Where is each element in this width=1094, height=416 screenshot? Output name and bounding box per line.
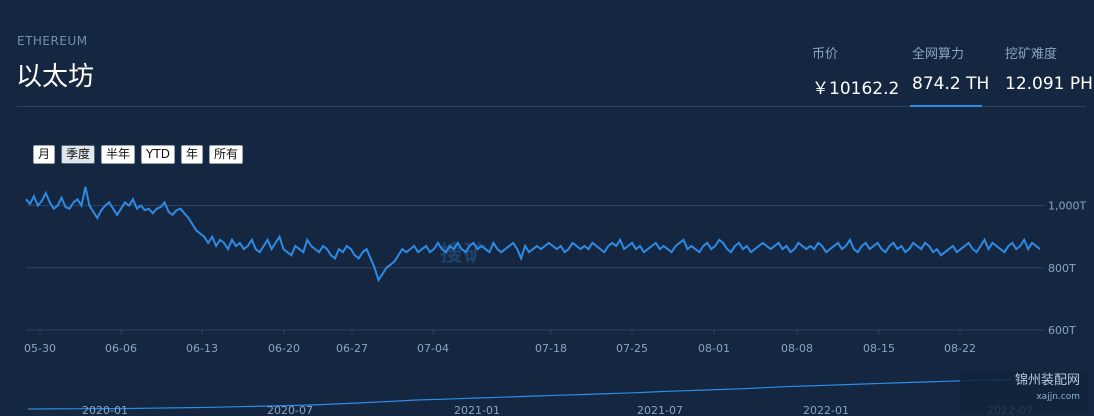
range-year-button[interactable]: 年 — [180, 145, 203, 164]
stat-difficulty[interactable]: 挖矿难度 12.091 PH — [1005, 43, 1093, 94]
hashrate-chart[interactable]: 600T 800T 1,000T 05-30 06-06 06-13 06-20 06-27 0… — [0, 170, 1094, 370]
header-divider — [17, 106, 1086, 107]
x-tick-label: 07-25 — [616, 342, 648, 355]
y-tick-label: 600T — [1048, 324, 1076, 337]
navigator-tick-label: 2020-07 — [267, 404, 313, 416]
navigator-tick-label: 2021-01 — [454, 404, 500, 416]
x-tick-label: 08-08 — [781, 342, 813, 355]
stat-hashrate-label: 全网算力 — [912, 47, 965, 62]
stat-hashrate-value: 874.2 TH — [912, 74, 990, 94]
stat-price-value: ￥10162.2 — [812, 79, 900, 99]
logo-url: xajjn.com — [1036, 392, 1080, 402]
range-all-button[interactable]: 所有 — [208, 145, 243, 164]
watermark: 搜矿 — [440, 242, 489, 267]
navigator-chart[interactable]: 2020-012020-072021-012021-072022-012022-… — [0, 370, 1094, 416]
series-line — [25, 186, 1041, 283]
y-tick-label: 1,000T — [1048, 200, 1086, 213]
site-logo: 锦州装配网 xajjn.com — [960, 372, 1088, 414]
range-month-button[interactable]: 月 — [33, 145, 56, 164]
stat-price[interactable]: 币价 ￥10162.2 — [812, 43, 899, 99]
range-selector: 月 季度 半年 YTD 年 所有 — [33, 145, 243, 164]
stat-price-label: 币价 — [812, 47, 839, 62]
x-tick-label: 06-06 — [105, 342, 137, 355]
x-tick-label: 06-13 — [186, 342, 218, 355]
x-tick-label: 06-27 — [336, 342, 368, 355]
navigator-line — [27, 379, 1011, 410]
navigator-tick-label: 2020-01 — [82, 404, 128, 416]
range-halfyear-button[interactable]: 半年 — [101, 145, 136, 164]
active-stat-indicator — [910, 105, 982, 107]
x-tick-label: 05-30 — [24, 342, 56, 355]
stat-difficulty-value: 12.091 PH — [1005, 74, 1093, 94]
navigator-tick-label: 2022-01 — [803, 404, 849, 416]
coin-name: 以太坊 — [16, 62, 95, 92]
range-quarter-button[interactable]: 季度 — [61, 145, 96, 164]
navigator-tick-label: 2021-07 — [637, 404, 683, 416]
x-tick-label: 07-18 — [535, 342, 567, 355]
range-ytd-button[interactable]: YTD — [141, 145, 175, 164]
coin-symbol: ETHEREUM — [17, 34, 88, 48]
logo-name: 锦州装配网 — [1014, 373, 1080, 388]
stat-hashrate[interactable]: 全网算力 874.2 TH — [912, 43, 989, 94]
x-tick-label: 08-22 — [944, 342, 976, 355]
x-tick-label: 08-15 — [863, 342, 895, 355]
x-tick-label: 06-20 — [268, 342, 300, 355]
stat-difficulty-label: 挖矿难度 — [1005, 47, 1058, 62]
y-tick-label: 800T — [1048, 262, 1076, 275]
x-tick-label: 08-01 — [698, 342, 730, 355]
x-tick-label: 07-04 — [417, 342, 449, 355]
